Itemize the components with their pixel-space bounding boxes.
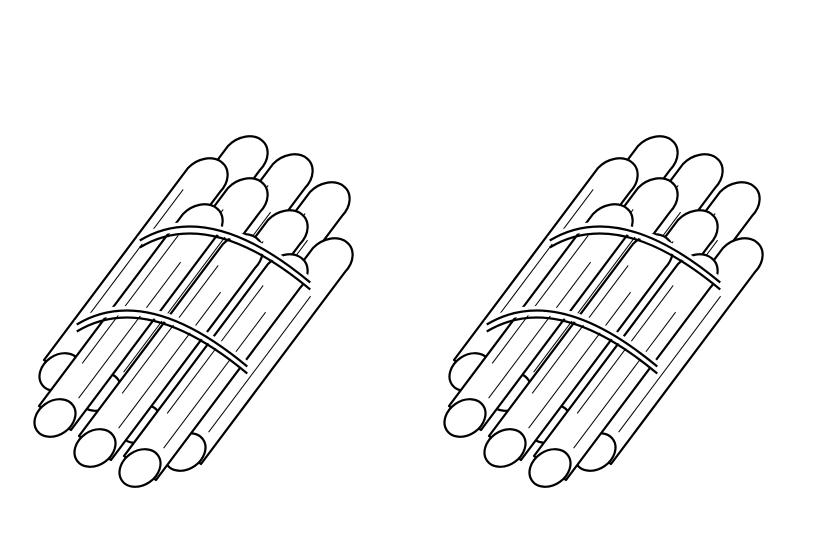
shadow-hatch xyxy=(142,419,152,432)
stick-body xyxy=(577,237,764,466)
stick-highlight xyxy=(533,235,637,373)
rubber-band xyxy=(484,306,661,375)
stick-end-cap xyxy=(528,448,572,488)
shadow-hatch xyxy=(552,419,562,432)
stick-end-cap xyxy=(443,398,487,438)
stick-highlight xyxy=(491,235,589,364)
stick-highlight xyxy=(208,295,312,433)
stick-body xyxy=(77,233,264,462)
shadow-hatch xyxy=(57,369,67,382)
shadow-hatch xyxy=(97,399,107,412)
stick-body xyxy=(167,237,354,466)
stick-highlight xyxy=(488,261,592,399)
band-edge xyxy=(76,309,248,368)
stick-highlight xyxy=(531,265,629,394)
band-edge xyxy=(76,316,248,375)
band-edge xyxy=(549,225,721,284)
shadow-hatch xyxy=(507,399,517,412)
rubber-band xyxy=(137,222,314,291)
stick-highlight xyxy=(618,295,722,433)
band-edge xyxy=(486,309,658,368)
shadow-hatch xyxy=(467,369,477,382)
stick-highlight xyxy=(78,261,182,399)
bundle-drawing-0 xyxy=(33,135,354,488)
rubber-band xyxy=(74,306,251,375)
stick-highlight xyxy=(496,189,594,318)
stick-end-cap xyxy=(118,448,162,488)
bundle-drawing-1 xyxy=(443,135,764,488)
stick-highlight xyxy=(118,291,222,429)
stick-highlight xyxy=(81,235,179,364)
stick-highlight xyxy=(528,291,632,429)
stick-end-cap xyxy=(33,398,77,438)
stick-highlight xyxy=(86,189,184,318)
stick-body xyxy=(487,233,674,462)
stick-highlight xyxy=(121,265,219,394)
stick-highlight xyxy=(573,311,677,449)
stick xyxy=(73,233,264,468)
band-edge xyxy=(486,316,658,375)
stick-highlight xyxy=(123,235,227,373)
band-edge xyxy=(549,232,721,291)
band-edge xyxy=(139,225,311,284)
stick-end-cap xyxy=(483,428,527,468)
stick-highlight xyxy=(163,311,267,449)
band-edge xyxy=(139,232,311,291)
stick-end-cap xyxy=(73,428,117,468)
stick xyxy=(483,233,674,468)
stick-bundle-right xyxy=(410,0,819,549)
stick-bundle-left xyxy=(0,0,409,549)
rubber-band xyxy=(547,222,724,291)
